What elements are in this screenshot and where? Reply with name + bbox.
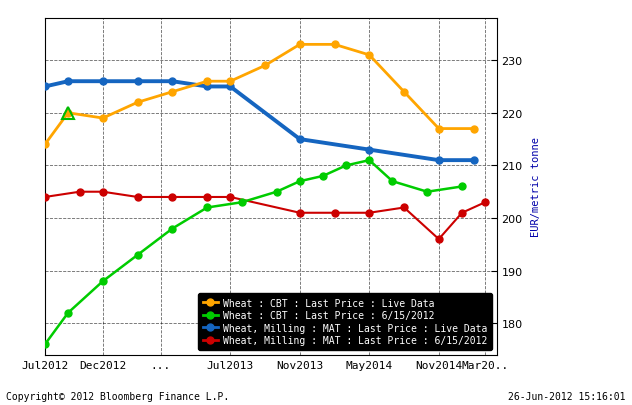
Text: Copyright© 2012 Bloomberg Finance L.P.: Copyright© 2012 Bloomberg Finance L.P. (6, 391, 229, 401)
Text: 26-Jun-2012 15:16:01: 26-Jun-2012 15:16:01 (508, 391, 626, 401)
Y-axis label: EUR/metric tonne: EUR/metric tonne (531, 137, 541, 237)
Legend: Wheat : CBT : Last Price : Live Data, Wheat : CBT : Last Price : 6/15/2012, Whea: Wheat : CBT : Last Price : Live Data, Wh… (198, 293, 492, 350)
